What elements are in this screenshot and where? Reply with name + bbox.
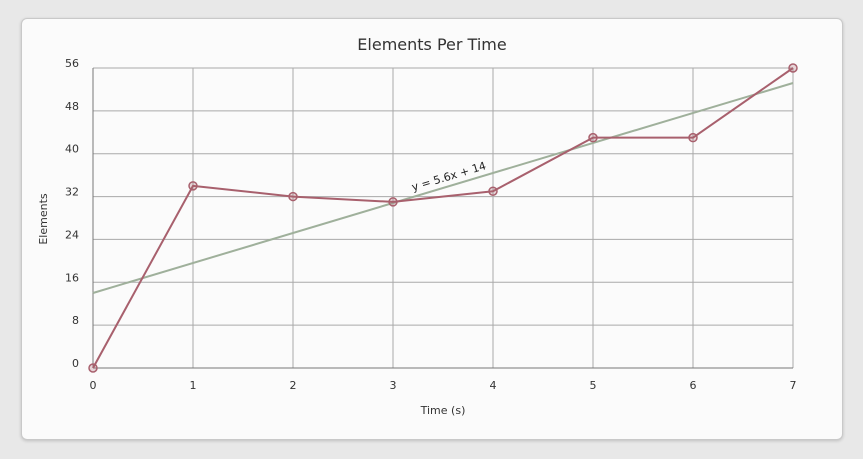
x-tick-label: 4 — [490, 379, 497, 392]
trendline-path — [92, 82, 794, 294]
data-point — [788, 63, 798, 73]
series — [88, 63, 798, 373]
series-line — [92, 67, 794, 369]
axes — [92, 68, 793, 369]
x-tick-labels: 0 1 2 3 4 5 6 7 — [90, 379, 797, 392]
data-point — [88, 363, 98, 373]
y-tick-label: 24 — [65, 228, 79, 241]
y-tick-label: 8 — [72, 314, 79, 327]
data-point — [188, 181, 198, 191]
data-point — [488, 186, 498, 196]
x-tick-label: 1 — [190, 379, 197, 392]
y-tick-label: 16 — [65, 271, 79, 284]
y-axis-label: Elements — [37, 193, 50, 245]
x-tick-label: 7 — [790, 379, 797, 392]
x-tick-label: 6 — [690, 379, 697, 392]
data-point — [688, 132, 698, 143]
y-tick-labels: 0 8 16 24 32 40 48 56 — [65, 57, 79, 370]
data-point — [588, 132, 598, 143]
trendline: y = 5.6x + 14 — [92, 82, 794, 294]
y-tick-label: 48 — [65, 100, 79, 113]
data-point — [388, 197, 398, 207]
y-tick-label: 32 — [65, 186, 79, 199]
trendline-label: y = 5.6x + 14 — [410, 159, 487, 194]
x-tick-label: 0 — [90, 379, 97, 392]
x-axis-label: Time (s) — [420, 404, 466, 417]
y-tick-label: 0 — [72, 357, 79, 370]
grid-lines — [93, 67, 794, 368]
y-tick-label: 40 — [65, 143, 79, 156]
chart-title: Elements Per Time — [357, 35, 506, 54]
x-tick-label: 2 — [290, 379, 297, 392]
y-tick-label: 56 — [65, 57, 79, 70]
x-tick-label: 3 — [390, 379, 397, 392]
chart-card — [21, 18, 843, 440]
data-point — [288, 191, 298, 202]
x-tick-label: 5 — [590, 379, 597, 392]
